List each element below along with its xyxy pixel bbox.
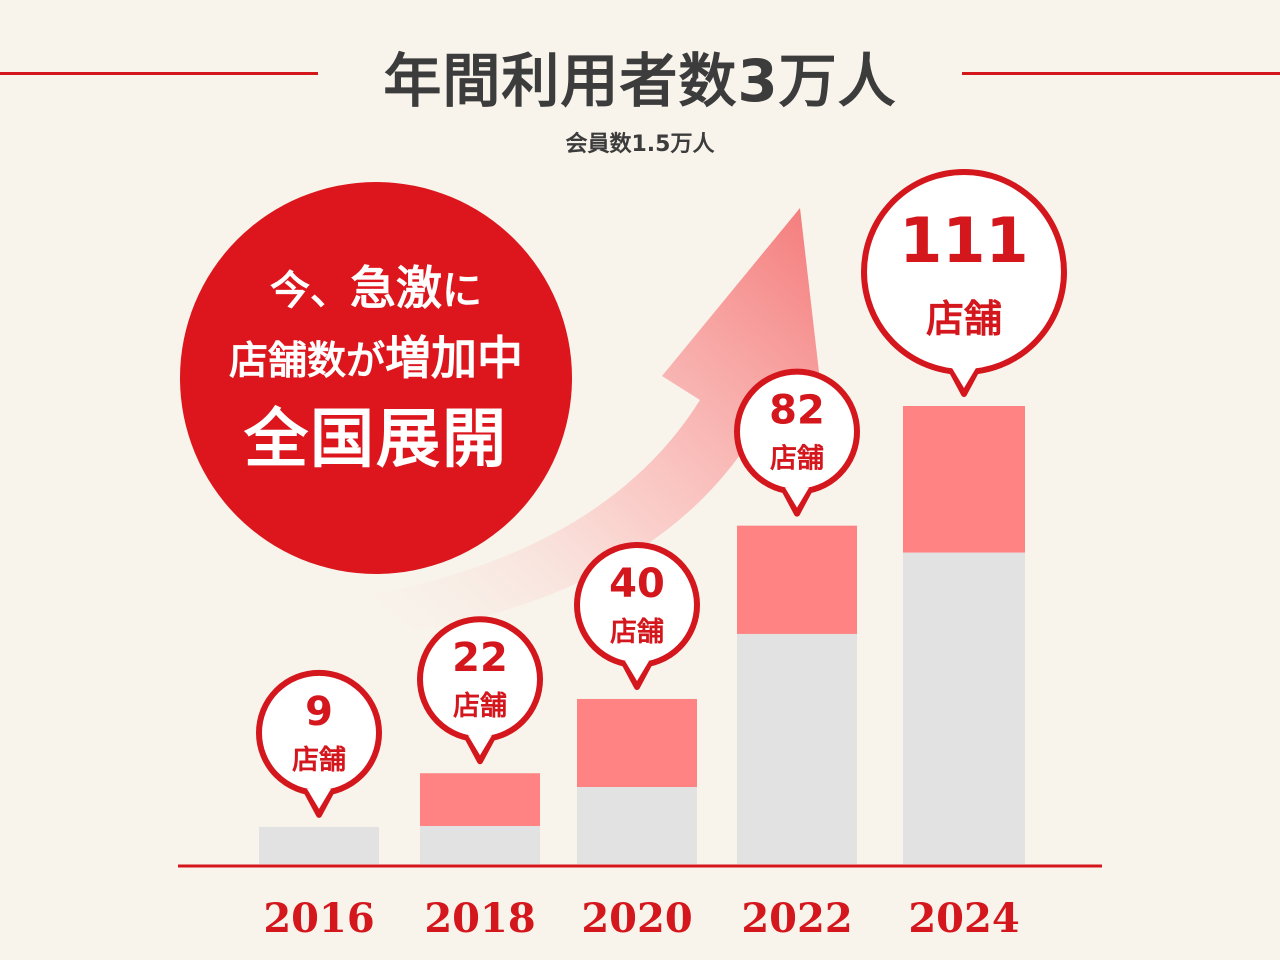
bar-base-2022 bbox=[737, 633, 857, 864]
page-title: 年間利用者数3万人 bbox=[383, 47, 897, 115]
pin-pointer-fill bbox=[785, 487, 809, 508]
badge-line-1-post: に bbox=[442, 268, 482, 314]
value-pin-2020: 40 店舗 bbox=[574, 541, 700, 690]
title-rule-right bbox=[962, 72, 1280, 75]
pin-pointer-fill bbox=[625, 660, 649, 681]
pin-pointer-fill bbox=[468, 735, 492, 756]
year-tick-2020: 2020 bbox=[581, 895, 692, 942]
badge-line-2: 店舗数が増加中 bbox=[180, 322, 572, 388]
bar-base-2024 bbox=[903, 552, 1025, 864]
growth-arrow-icon bbox=[340, 208, 822, 640]
growth-badge: 今、急激に 店舗数が増加中 全国展開 bbox=[180, 182, 572, 574]
value-label: 82 bbox=[769, 388, 825, 434]
bar-top-2022 bbox=[737, 525, 857, 634]
unit-label: 店舗 bbox=[292, 745, 346, 776]
unit-label: 店舗 bbox=[926, 297, 1002, 341]
year-tick-2018: 2018 bbox=[424, 895, 535, 942]
value-pin-2022: 82 店舗 bbox=[734, 368, 860, 517]
title-rule-left bbox=[0, 72, 318, 75]
value-label: 111 bbox=[899, 204, 1028, 277]
bar-base-2020 bbox=[577, 787, 697, 864]
value-label: 22 bbox=[452, 635, 508, 681]
unit-label: 店舗 bbox=[770, 444, 824, 475]
bar-top-2018 bbox=[420, 773, 540, 826]
badge-line-1-emphasis: 急激 bbox=[350, 261, 442, 315]
year-tick-2024: 2024 bbox=[908, 895, 1019, 942]
value-pin-2024: 111 店舗 bbox=[861, 169, 1067, 397]
page-subtitle: 会員数1.5万人 bbox=[565, 132, 715, 157]
badge-line-2-emphasis: 増加中 bbox=[385, 331, 523, 385]
bar-base-2016 bbox=[259, 826, 379, 864]
pin-pointer-fill bbox=[307, 788, 331, 809]
badge-line-3: 全国展開 bbox=[244, 403, 508, 477]
badge-line-2-pre: 店舗数が bbox=[228, 339, 385, 384]
value-pin-2018: 22 店舗 bbox=[417, 616, 543, 765]
badge-line-1-pre: 今、 bbox=[270, 268, 350, 314]
value-pin-2016: 9 店舗 bbox=[256, 669, 382, 818]
badge-line-1: 今、急激に bbox=[180, 252, 572, 318]
value-label: 40 bbox=[609, 561, 665, 607]
year-tick-2022: 2022 bbox=[741, 895, 852, 942]
bar-top-2020 bbox=[577, 698, 697, 787]
unit-label: 店舗 bbox=[453, 691, 507, 722]
bar-top-2024 bbox=[903, 406, 1025, 553]
unit-label: 店舗 bbox=[610, 617, 664, 648]
year-tick-2016: 2016 bbox=[263, 895, 374, 942]
bar-base-2018 bbox=[420, 826, 540, 864]
value-label: 9 bbox=[305, 689, 333, 735]
pin-pointer-fill bbox=[952, 368, 976, 388]
